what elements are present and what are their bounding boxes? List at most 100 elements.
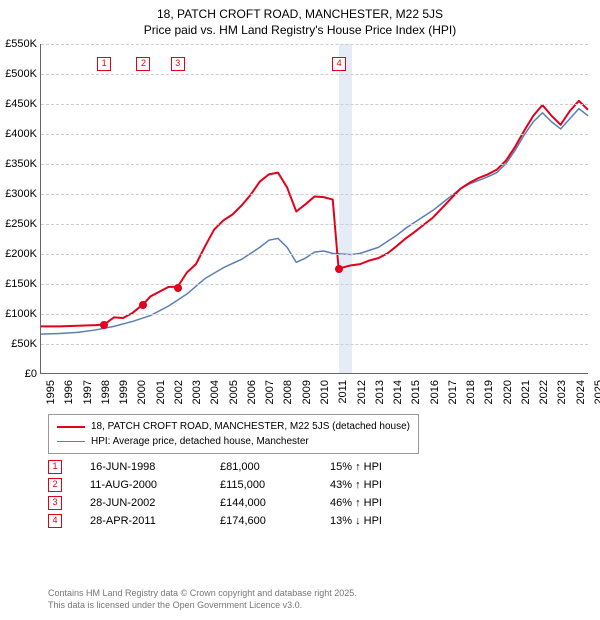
- title-line-1: 18, PATCH CROFT ROAD, MANCHESTER, M22 5J…: [0, 6, 600, 22]
- gridline: [41, 194, 588, 195]
- transaction-marker-box: 4: [332, 57, 346, 71]
- x-axis-tick-label: 2016: [429, 380, 441, 404]
- transaction-point: [174, 284, 182, 292]
- y-axis-tick-label: £50K: [0, 338, 37, 350]
- transaction-marker-box: 1: [97, 57, 111, 71]
- y-axis-tick-label: £100K: [0, 308, 37, 320]
- event-row: 3 28-JUN-2002£144,00046% ↑ HPI: [48, 496, 382, 510]
- y-axis-tick-label: £250K: [0, 218, 37, 230]
- x-axis-tick-label: 2003: [191, 380, 203, 404]
- event-date: 28-JUN-2002: [90, 497, 220, 509]
- y-axis-tick-label: £200K: [0, 248, 37, 260]
- legend-swatch: [57, 441, 85, 442]
- footer-line-2: This data is licensed under the Open Gov…: [48, 600, 357, 612]
- event-price: £144,000: [220, 497, 330, 509]
- event-date: 11-AUG-2000: [90, 479, 220, 491]
- gridline: [41, 224, 588, 225]
- x-axis-tick-label: 2023: [556, 380, 568, 404]
- series-line-hpi: [41, 109, 588, 335]
- gridline: [41, 104, 588, 105]
- y-axis-tick-label: £450K: [0, 98, 37, 110]
- gridline: [41, 284, 588, 285]
- gridline: [41, 44, 588, 45]
- x-axis-tick-label: 2022: [538, 380, 550, 404]
- x-axis-tick-label: 2009: [301, 380, 313, 404]
- x-axis-tick-label: 2021: [520, 380, 532, 404]
- y-axis-tick-label: £300K: [0, 188, 37, 200]
- chart-container: 18, PATCH CROFT ROAD, MANCHESTER, M22 5J…: [0, 0, 600, 620]
- footer-attribution: Contains HM Land Registry data © Crown c…: [48, 588, 357, 611]
- gridline: [41, 344, 588, 345]
- transaction-marker-box: 2: [136, 57, 150, 71]
- x-axis-tick-label: 2012: [356, 380, 368, 404]
- event-delta: 13% ↓ HPI: [330, 515, 382, 527]
- legend-label: HPI: Average price, detached house, Manc…: [91, 434, 309, 449]
- event-row: 4 28-APR-2011£174,60013% ↓ HPI: [48, 514, 382, 528]
- event-marker-box: 4: [48, 514, 62, 528]
- x-axis-tick-label: 1997: [82, 380, 94, 404]
- x-axis-tick-label: 2015: [410, 380, 422, 404]
- event-delta: 46% ↑ HPI: [330, 497, 382, 509]
- y-axis-tick-label: £500K: [0, 68, 37, 80]
- transaction-point: [139, 301, 147, 309]
- event-marker-box: 1: [48, 460, 62, 474]
- x-axis-tick-label: 2014: [392, 380, 404, 404]
- event-price: £81,000: [220, 461, 330, 473]
- x-axis-tick-label: 1995: [45, 380, 57, 404]
- event-delta: 15% ↑ HPI: [330, 461, 382, 473]
- chart-lines: [41, 44, 588, 373]
- gridline: [41, 314, 588, 315]
- gridline: [41, 164, 588, 165]
- transaction-marker-box: 3: [171, 57, 185, 71]
- title-line-2: Price paid vs. HM Land Registry's House …: [0, 22, 600, 38]
- gridline: [41, 74, 588, 75]
- legend-swatch: [57, 426, 85, 428]
- legend-item: 18, PATCH CROFT ROAD, MANCHESTER, M22 5J…: [57, 419, 410, 434]
- x-axis-tick-label: 2001: [155, 380, 167, 404]
- event-delta: 43% ↑ HPI: [330, 479, 382, 491]
- event-marker-box: 2: [48, 478, 62, 492]
- y-axis-tick-label: £400K: [0, 128, 37, 140]
- x-axis-tick-label: 2005: [228, 380, 240, 404]
- legend: 18, PATCH CROFT ROAD, MANCHESTER, M22 5J…: [48, 414, 419, 454]
- x-axis-tick-label: 2020: [502, 380, 514, 404]
- legend-label: 18, PATCH CROFT ROAD, MANCHESTER, M22 5J…: [91, 419, 410, 434]
- y-axis-tick-label: £0: [0, 368, 37, 380]
- x-axis-tick-label: 1996: [63, 380, 75, 404]
- x-axis-tick-label: 2025: [593, 380, 600, 404]
- event-row: 2 11-AUG-2000£115,00043% ↑ HPI: [48, 478, 382, 492]
- x-axis-tick-label: 2004: [209, 380, 221, 404]
- x-axis-tick-label: 2017: [447, 380, 459, 404]
- title-block: 18, PATCH CROFT ROAD, MANCHESTER, M22 5J…: [0, 0, 600, 38]
- events-table: 1 16-JUN-1998£81,00015% ↑ HPI 2 11-AUG-2000…: [48, 460, 382, 532]
- event-date: 16-JUN-1998: [90, 461, 220, 473]
- transaction-point: [100, 321, 108, 329]
- y-axis-tick-label: £550K: [0, 38, 37, 50]
- x-axis-tick-label: 2011: [337, 380, 349, 404]
- y-axis-tick-label: £150K: [0, 278, 37, 290]
- event-price: £174,600: [220, 515, 330, 527]
- y-axis-tick-label: £350K: [0, 158, 37, 170]
- event-price: £115,000: [220, 479, 330, 491]
- legend-item: HPI: Average price, detached house, Manc…: [57, 434, 410, 449]
- x-axis-tick-label: 1998: [100, 380, 112, 404]
- x-axis-tick-label: 1999: [118, 380, 130, 404]
- event-marker-box: 3: [48, 496, 62, 510]
- x-axis-tick-label: 2007: [264, 380, 276, 404]
- x-axis-tick-label: 2019: [483, 380, 495, 404]
- transaction-point: [335, 265, 343, 273]
- gridline: [41, 254, 588, 255]
- gridline: [41, 134, 588, 135]
- plot-area: £0£50K£100K£150K£200K£250K£300K£350K£400…: [40, 44, 588, 374]
- x-axis-tick-label: 2018: [465, 380, 477, 404]
- x-axis-tick-label: 2013: [374, 380, 386, 404]
- x-axis-tick-label: 2002: [173, 380, 185, 404]
- footer-line-1: Contains HM Land Registry data © Crown c…: [48, 588, 357, 600]
- x-axis-tick-label: 2024: [575, 380, 587, 404]
- x-axis-tick-label: 2006: [246, 380, 258, 404]
- event-date: 28-APR-2011: [90, 515, 220, 527]
- x-axis-tick-label: 2008: [282, 380, 294, 404]
- x-axis-tick-label: 2000: [136, 380, 148, 404]
- event-row: 1 16-JUN-1998£81,00015% ↑ HPI: [48, 460, 382, 474]
- x-axis-tick-label: 2010: [319, 380, 331, 404]
